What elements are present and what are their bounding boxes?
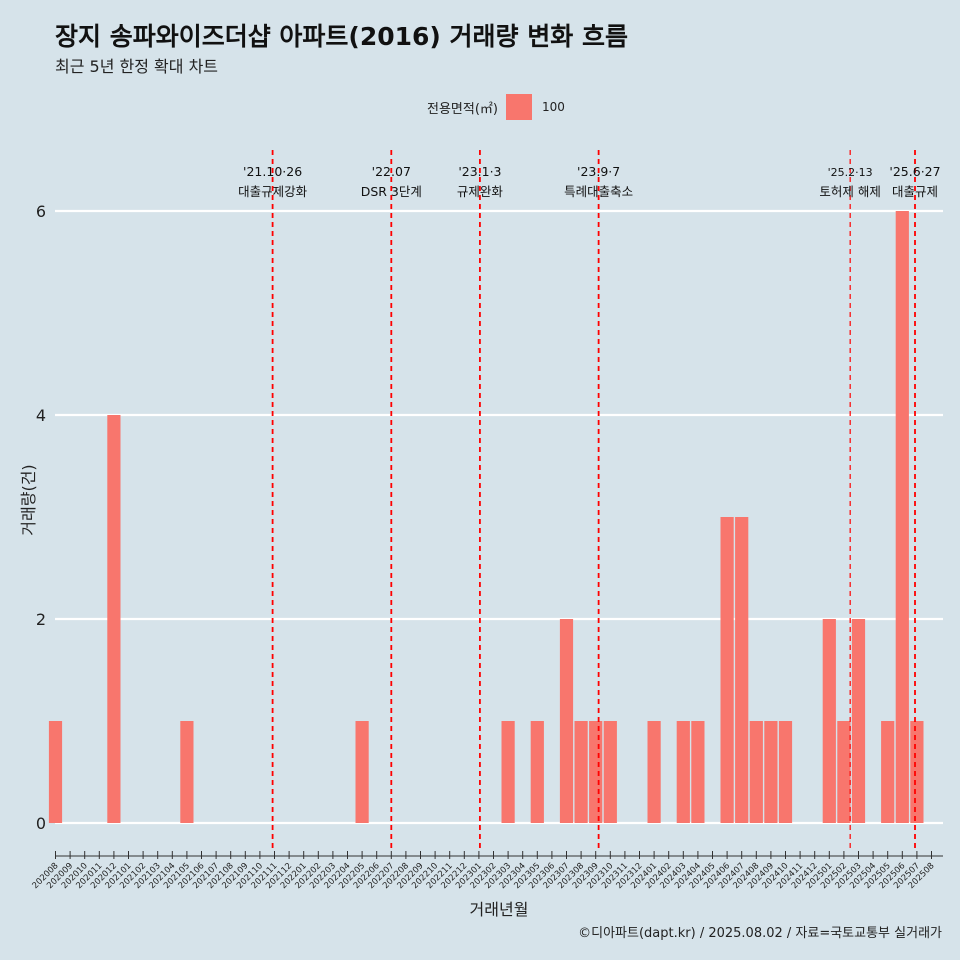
bar xyxy=(603,721,617,823)
event-name-label: 특례대출축소 xyxy=(564,184,633,199)
x-axis-title: 거래년월 xyxy=(470,900,529,919)
bar xyxy=(501,721,515,823)
bar xyxy=(180,721,194,823)
event-name-label: 대출규제 xyxy=(892,184,938,199)
bar xyxy=(647,721,661,823)
y-tick-label: 4 xyxy=(36,406,46,425)
y-tick-label: 0 xyxy=(36,814,46,833)
bar xyxy=(837,721,851,823)
bar xyxy=(530,721,544,823)
legend-title: 전용면적(㎡) xyxy=(427,101,498,117)
bar xyxy=(48,721,63,823)
chart-title: 장지 송파와이즈더샵 아파트(2016) 거래량 변화 흐름 xyxy=(55,22,628,51)
bar xyxy=(778,721,793,823)
bar xyxy=(822,619,836,823)
event-name-label: DSR 3단계 xyxy=(361,184,422,199)
bar xyxy=(559,619,574,823)
bar xyxy=(720,517,734,823)
bar xyxy=(749,721,763,823)
y-tick-label: 2 xyxy=(36,610,46,629)
event-date-label: '23.1·3 xyxy=(458,164,501,179)
chart-subtitle: 최근 5년 한정 확대 차트 xyxy=(55,57,219,76)
bar xyxy=(895,211,909,823)
bar xyxy=(735,517,749,823)
bar xyxy=(589,721,603,823)
bar xyxy=(107,415,121,823)
event-name-label: 토허제 해제 xyxy=(819,184,880,199)
y-axis-title: 거래량(건) xyxy=(19,464,38,535)
y-tick-label: 6 xyxy=(36,202,46,221)
event-name-label: 규제완화 xyxy=(457,184,504,199)
legend-label: 100 xyxy=(541,100,565,114)
event-name-label: 대출규제강화 xyxy=(238,184,308,199)
bar xyxy=(764,721,778,823)
bar xyxy=(881,721,895,823)
event-date-label: '21.10·26 xyxy=(243,164,302,179)
event-date-label: '23.9·7 xyxy=(577,164,620,179)
bar xyxy=(676,721,690,823)
event-date-label: '25.6·27 xyxy=(889,164,940,179)
bar xyxy=(355,721,369,823)
bar xyxy=(910,721,924,823)
source-caption: ©디아파트(dapt.kr) / 2025.08.02 / 자료=국토교통부 실… xyxy=(578,926,942,941)
bar xyxy=(574,721,588,823)
bar xyxy=(691,721,705,823)
bar xyxy=(851,619,866,823)
legend-swatch xyxy=(505,94,532,120)
event-date-label: '25.2·13 xyxy=(828,166,873,179)
event-date-label: '22.07 xyxy=(372,164,411,179)
legend: 전용면적(㎡) 100 xyxy=(427,94,565,120)
